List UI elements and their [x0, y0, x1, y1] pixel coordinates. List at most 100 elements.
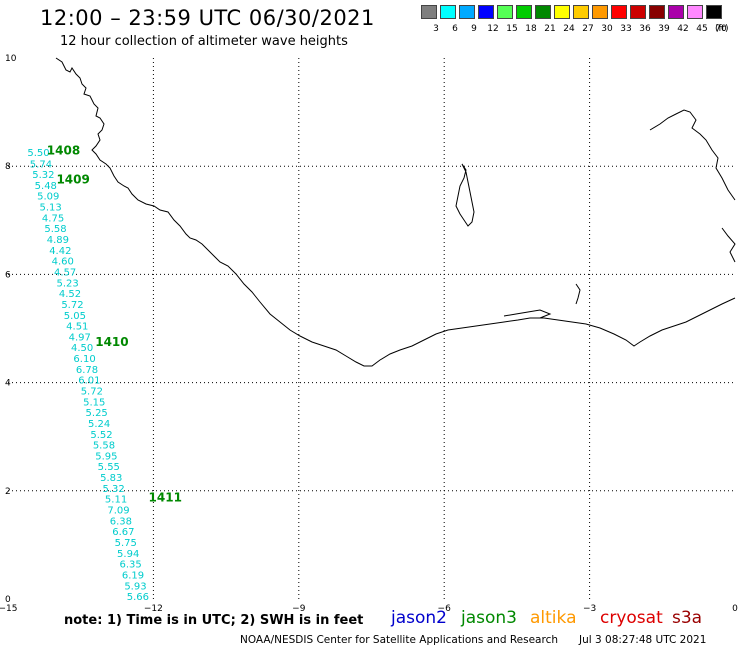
swh-label: 4.52 — [59, 289, 81, 300]
coastline-lagoon — [503, 309, 552, 319]
legend-altika: altika — [530, 608, 577, 628]
color-scale-label: 33 — [620, 24, 632, 34]
swh-label: 5.23 — [56, 278, 78, 289]
color-scale-label: 27 — [582, 24, 594, 34]
color-scale-label: 42 — [677, 24, 689, 34]
swh-label: 4.89 — [47, 235, 69, 246]
color-swatch — [440, 5, 456, 19]
swh-label: 5.32 — [103, 484, 125, 495]
legend-cryosat: cryosat — [600, 608, 663, 628]
legend-jason2: jason2 — [391, 608, 447, 628]
color-swatch — [573, 5, 589, 19]
lon-tick-label: −12 — [144, 604, 163, 614]
jason3-track: 5.505.745.325.485.095.134.755.584.894.42… — [27, 143, 182, 603]
map-title: 12:00 – 23:59 UTC 06/30/2021 — [40, 6, 375, 30]
legend-s3a: s3a — [672, 608, 703, 628]
swh-label: 6.78 — [76, 365, 98, 376]
legend-jason3: jason3 — [461, 608, 517, 628]
lon-tick-label: −9 — [292, 604, 306, 614]
time-label: 1411 — [149, 491, 182, 505]
swh-label: 5.25 — [86, 408, 108, 419]
time-label: 1410 — [95, 335, 128, 349]
lat-tick-label: 4 — [5, 379, 11, 389]
swh-label: 7.09 — [107, 506, 129, 517]
swh-label: 5.13 — [40, 203, 62, 214]
lat-tick-label: 6 — [5, 270, 11, 280]
color-scale-label: 9 — [471, 24, 477, 34]
swh-label: 6.19 — [122, 570, 144, 581]
swh-label: 5.94 — [117, 549, 139, 560]
swh-label: 5.24 — [88, 419, 110, 430]
color-scale-label: 39 — [658, 24, 670, 34]
color-scale-label: 12 — [487, 24, 499, 34]
color-swatch — [706, 5, 722, 19]
color-swatch — [592, 5, 608, 19]
coastline-east-inlet — [721, 227, 736, 263]
generation-timestamp: Jul 3 08:27:48 UTC 2021 — [579, 634, 707, 646]
swh-label: 5.93 — [124, 581, 146, 592]
color-swatch — [478, 5, 494, 19]
swh-label: 5.74 — [30, 159, 52, 170]
swh-label: 4.97 — [69, 332, 91, 343]
color-scale-label: 3 — [433, 24, 439, 34]
lon-tick-label: −6 — [438, 604, 452, 614]
lat-tick-label: 0 — [5, 595, 11, 605]
coastline-lake — [455, 163, 475, 227]
color-swatch — [497, 5, 513, 19]
color-scale-label: 18 — [525, 24, 537, 34]
lat-tick-label: 10 — [5, 54, 17, 64]
color-swatch — [459, 5, 475, 19]
swh-label: 5.83 — [100, 473, 122, 484]
swh-label: 5.15 — [83, 397, 105, 408]
swh-label: 5.66 — [127, 592, 149, 603]
color-swatch — [649, 5, 665, 19]
swh-label: 6.67 — [112, 527, 134, 538]
units-note: note: 1) Time is in UTC; 2) SWH is in fe… — [64, 613, 364, 628]
swh-label: 4.51 — [66, 322, 88, 333]
lon-tick-label: −3 — [583, 604, 596, 614]
swh-label: 5.72 — [61, 300, 83, 311]
swh-label: 4.42 — [49, 246, 71, 257]
color-swatch — [535, 5, 551, 19]
swh-label: 5.72 — [81, 387, 103, 398]
time-label: 1409 — [56, 173, 89, 187]
credit-text: NOAA/NESDIS Center for Satellite Applica… — [240, 634, 558, 646]
swh-label: 4.75 — [42, 213, 64, 224]
swh-label: 5.05 — [64, 311, 86, 322]
swh-label: 4.50 — [71, 343, 93, 354]
time-label: 1408 — [47, 143, 80, 157]
swh-label: 4.57 — [54, 267, 76, 278]
coastline-mainland — [55, 57, 736, 367]
swh-label: 5.58 — [93, 441, 115, 452]
swh-label: 6.10 — [73, 354, 95, 365]
color-scale-label: 36 — [639, 24, 651, 34]
swh-label: 5.50 — [27, 148, 49, 159]
swh-label: 5.58 — [44, 224, 66, 235]
lon-tick-label: −15 — [0, 604, 18, 614]
lat-tick-label: 8 — [5, 162, 11, 172]
color-swatch — [630, 5, 646, 19]
swh-label: 5.11 — [105, 495, 127, 506]
color-swatch — [668, 5, 684, 19]
color-scale-label: 30 — [601, 24, 613, 34]
swh-label: 5.32 — [32, 170, 54, 181]
color-swatch — [687, 5, 703, 19]
swh-label: 5.55 — [98, 462, 120, 473]
color-scale-label: 6 — [452, 24, 458, 34]
color-scale-label: 15 — [506, 24, 518, 34]
swh-label: 6.35 — [119, 560, 141, 571]
map-subtitle: 12 hour collection of altimeter wave hei… — [60, 34, 348, 49]
swh-label: 5.95 — [95, 451, 117, 462]
swh-label: 4.60 — [52, 257, 74, 268]
axis-ticks: −15 −12 −9 −6 −3 0 0 2 4 6 8 10 — [0, 54, 738, 614]
color-scale-label: 70 — [715, 24, 727, 34]
color-scale-label: 24 — [563, 24, 575, 34]
color-swatch — [421, 5, 437, 19]
color-swatch — [516, 5, 532, 19]
lon-tick-label: 0 — [732, 604, 738, 614]
coastline-river-mouth — [575, 283, 581, 305]
color-swatch — [554, 5, 570, 19]
swh-label: 5.09 — [37, 192, 59, 203]
swh-label: 6.01 — [78, 376, 100, 387]
